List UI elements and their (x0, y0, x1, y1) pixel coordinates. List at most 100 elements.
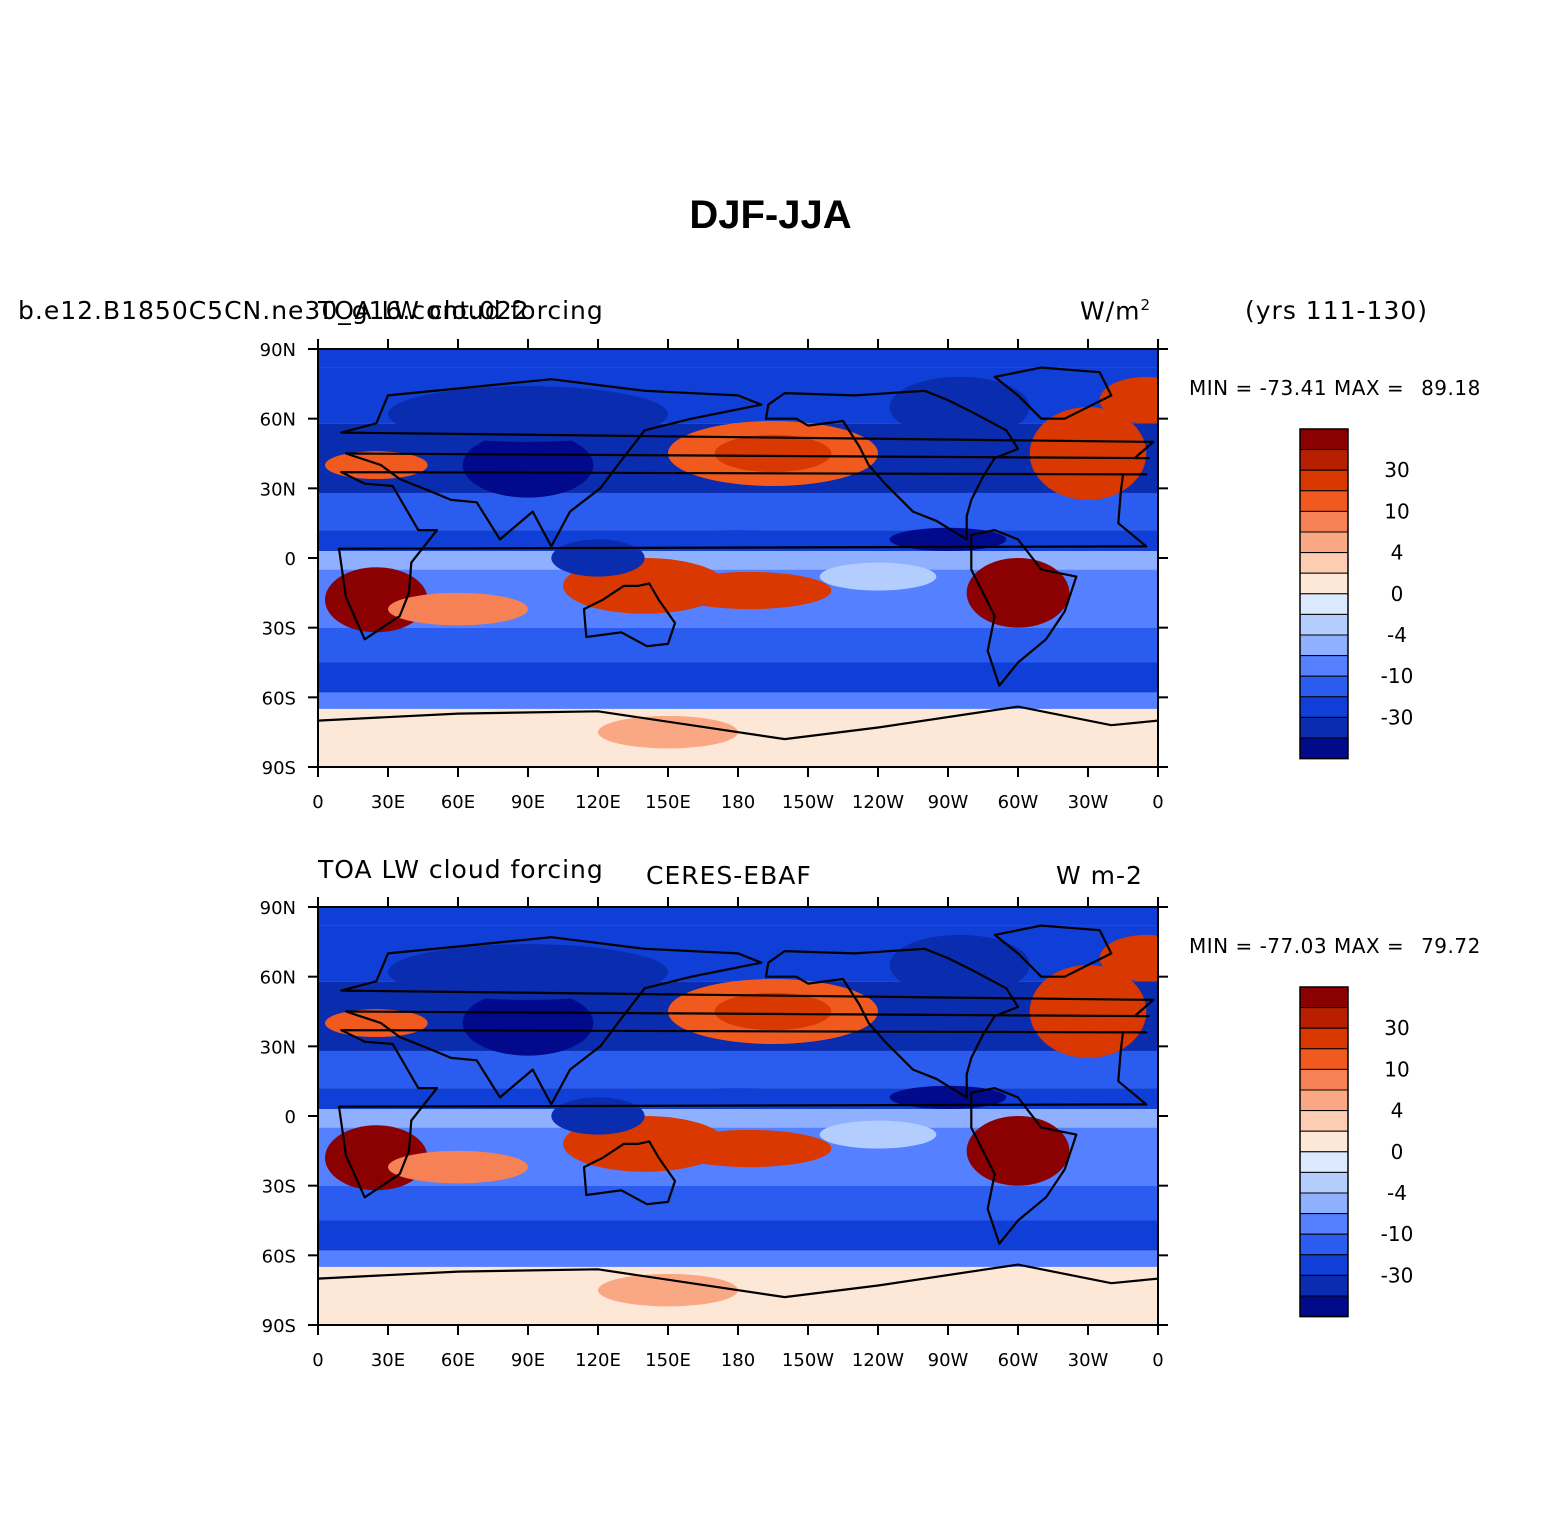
colorbar-label: 30 (1384, 458, 1409, 482)
colorbar-label: 4 (1391, 1099, 1404, 1123)
region-nordic-warm (1099, 376, 1158, 424)
colorbar-cell (1299, 1110, 1349, 1132)
colorbar-label: 10 (1384, 499, 1409, 523)
colorbar-cell (1299, 1068, 1349, 1091)
lat-tick-label: 30N (260, 1037, 296, 1058)
colorbar-cell (1299, 428, 1349, 451)
figure-title: DJF-JJA (689, 193, 852, 237)
colorbar-cell (1299, 490, 1349, 512)
panel2-min-label: MIN = (1189, 934, 1253, 958)
panel1-years-label: (yrs 111-130) (1245, 296, 1429, 325)
panel2-min-max: MIN = -77.03 MAX = 79.72 (1189, 934, 1481, 958)
colorbar-label: -30 (1381, 705, 1414, 729)
lat-band-0 (318, 349, 1158, 368)
coastline-antarctica (318, 705, 1158, 741)
lat-band-10 (318, 708, 1158, 767)
colorbar-frame (1299, 986, 1349, 1318)
colorbar-label: -4 (1387, 1181, 1407, 1205)
colorbar-label: -10 (1381, 1222, 1414, 1246)
lat-tick-label: 30N (260, 479, 296, 500)
region-east-pacific-light (819, 562, 937, 591)
colorbar-cell (1299, 737, 1349, 760)
colorbar-frame (1299, 428, 1349, 760)
region-asia-cold (462, 990, 594, 1056)
colorbar-cell (1299, 986, 1349, 1009)
panel1-min-value: -73.41 (1259, 376, 1328, 400)
colorbar-cell (1299, 449, 1349, 471)
region-siberia-cold (388, 944, 668, 1000)
colorbar-cell (1299, 634, 1349, 657)
lat-band-9 (318, 1250, 1158, 1267)
lon-tick-label: 120W (852, 792, 904, 813)
panel1-max-label: MAX = (1333, 376, 1405, 400)
colorbar-cell (1299, 469, 1349, 492)
map-field-model (318, 349, 1158, 767)
map-observation: 90N 60N 30N 0 30S 60S 90S 0 30E 60E 90E 120E 150E 180… (260, 897, 1168, 1371)
coastline-1 (340, 936, 1155, 1106)
lat-band-3 (318, 1050, 1158, 1089)
coastline-antarctica (318, 1263, 1158, 1299)
lon-tick-label: 120E (575, 1350, 621, 1371)
region-indian-warm (388, 1150, 528, 1184)
panel2-max-label: MAX = (1333, 934, 1405, 958)
coastline-3 (764, 947, 1020, 1099)
coastline-3 (764, 389, 1020, 541)
lat-band-0 (318, 907, 1158, 926)
coastline-5 (993, 924, 1113, 978)
lon-tick-label: 60W (998, 1350, 1039, 1371)
lat-tick-label: 90N (260, 898, 296, 919)
lat-tick-label: 30S (262, 1177, 296, 1198)
colorbar-cell (1299, 1254, 1349, 1276)
lon-tick-label: 90W (928, 1350, 969, 1371)
colorbar-label: 0 (1391, 582, 1404, 606)
lat-tick-label: 90S (262, 1316, 296, 1337)
colorbar-cell (1299, 696, 1349, 718)
region-north-atlantic-warm (1029, 965, 1147, 1058)
colorbar-cell (1299, 1007, 1349, 1029)
panel2-min-value: -77.03 (1259, 934, 1328, 958)
lon-tick-label: 0 (1152, 792, 1163, 813)
lat-band-8 (318, 1220, 1158, 1251)
panel1-variable-label: TOA LW cloud forcing (318, 296, 604, 325)
lon-tick-label: 0 (1152, 1350, 1163, 1371)
lon-tick-label: 180 (721, 792, 755, 813)
colorbar-label: 30 (1384, 1016, 1409, 1040)
lat-band-9 (318, 692, 1158, 709)
region-antarctica-warm (598, 715, 738, 749)
lon-tick-label: 0 (312, 1350, 323, 1371)
region-itcz-cold (656, 530, 820, 549)
panel1-min-label: MIN = (1189, 376, 1253, 400)
lat-band-7 (318, 1185, 1158, 1221)
lat-tick-label: 30S (262, 619, 296, 640)
coastline-2 (582, 582, 677, 648)
lon-tick-label: 90E (511, 792, 545, 813)
colorbar-model: 30 10 4 0 -4 -10 -30 (1299, 428, 1414, 760)
lat-tick-label: 60S (262, 1246, 296, 1267)
region-north-pacific-warm-core (714, 992, 832, 1031)
region-north-pacific-warm-core (714, 434, 832, 473)
lon-tick-label: 180 (721, 1350, 755, 1371)
lat-tick-label: 90N (260, 340, 296, 361)
lon-tick-label: 60E (441, 792, 475, 813)
lon-tick-label: 60E (441, 1350, 475, 1371)
colorbar-cell (1299, 675, 1349, 698)
panel1-units-label: W/m2 (1080, 296, 1152, 326)
lon-tick-label: 150E (645, 1350, 691, 1371)
panel2-units-label: W m-2 (1056, 861, 1143, 890)
region-north-atlantic-warm (1029, 407, 1147, 500)
region-maritime-cold (551, 1097, 645, 1135)
lat-tick-label: 60N (260, 968, 296, 989)
panel2-max-value: 79.72 (1421, 934, 1481, 958)
colorbar-cell (1299, 1192, 1349, 1215)
colorbar-cell (1299, 593, 1349, 615)
colorbar-observation: 30 10 4 0 -4 -10 -30 (1299, 986, 1414, 1318)
lat-tick-label: 90S (262, 758, 296, 779)
colorbar-label: 4 (1391, 541, 1404, 565)
panel1-case-label: b.e12.B1850C5CN.ne30_g16.cont.022 (18, 296, 530, 325)
region-siberia-cold (388, 386, 668, 442)
colorbar-cell (1299, 1151, 1349, 1173)
panel1-min-max: MIN = -73.41 MAX = 89.18 (1189, 376, 1481, 400)
lat-band-3 (318, 492, 1158, 531)
lat-tick-label: 60N (260, 410, 296, 431)
